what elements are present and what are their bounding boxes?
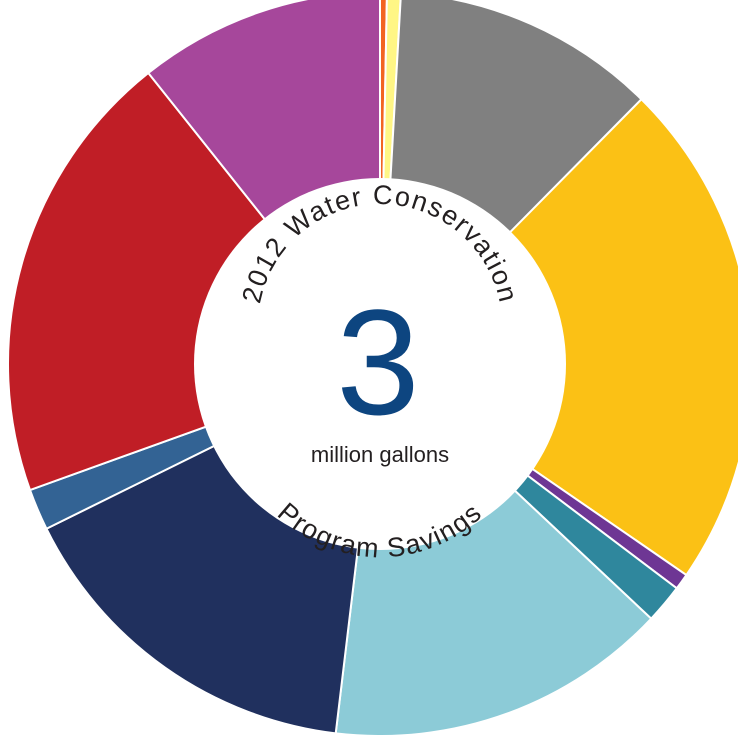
donut-center-hole — [194, 178, 566, 550]
center-value: 3 — [336, 278, 419, 446]
center-unit-label: million gallons — [311, 442, 449, 467]
